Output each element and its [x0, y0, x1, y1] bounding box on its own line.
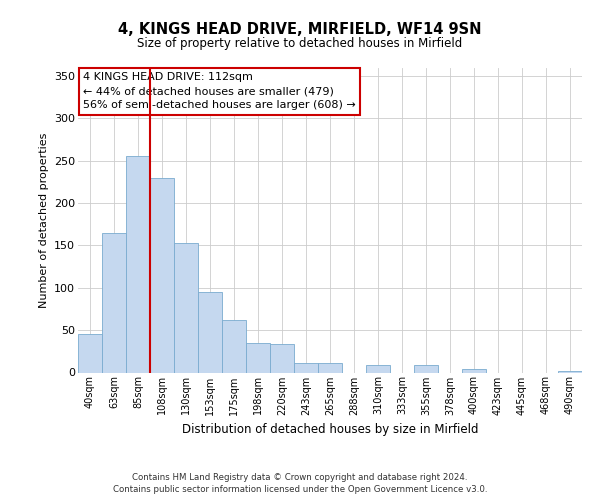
Bar: [366, 365, 390, 372]
Text: Contains HM Land Registry data © Crown copyright and database right 2024.
Contai: Contains HM Land Registry data © Crown c…: [113, 472, 487, 494]
Bar: [294, 363, 318, 372]
Bar: [102, 232, 126, 372]
Text: 4 KINGS HEAD DRIVE: 112sqm
← 44% of detached houses are smaller (479)
56% of sem: 4 KINGS HEAD DRIVE: 112sqm ← 44% of deta…: [83, 72, 356, 110]
Bar: [270, 344, 294, 372]
Bar: [414, 365, 438, 372]
Bar: [246, 343, 270, 372]
Bar: [174, 243, 198, 372]
Bar: [318, 363, 342, 372]
Text: Size of property relative to detached houses in Mirfield: Size of property relative to detached ho…: [137, 38, 463, 51]
Bar: [126, 156, 150, 372]
X-axis label: Distribution of detached houses by size in Mirfield: Distribution of detached houses by size …: [182, 423, 478, 436]
Bar: [78, 334, 102, 372]
Bar: [462, 369, 486, 372]
Bar: [198, 292, 222, 372]
Bar: [222, 320, 246, 372]
Bar: [150, 178, 174, 372]
Bar: [558, 371, 582, 372]
Y-axis label: Number of detached properties: Number of detached properties: [38, 132, 49, 308]
Text: 4, KINGS HEAD DRIVE, MIRFIELD, WF14 9SN: 4, KINGS HEAD DRIVE, MIRFIELD, WF14 9SN: [118, 22, 482, 38]
